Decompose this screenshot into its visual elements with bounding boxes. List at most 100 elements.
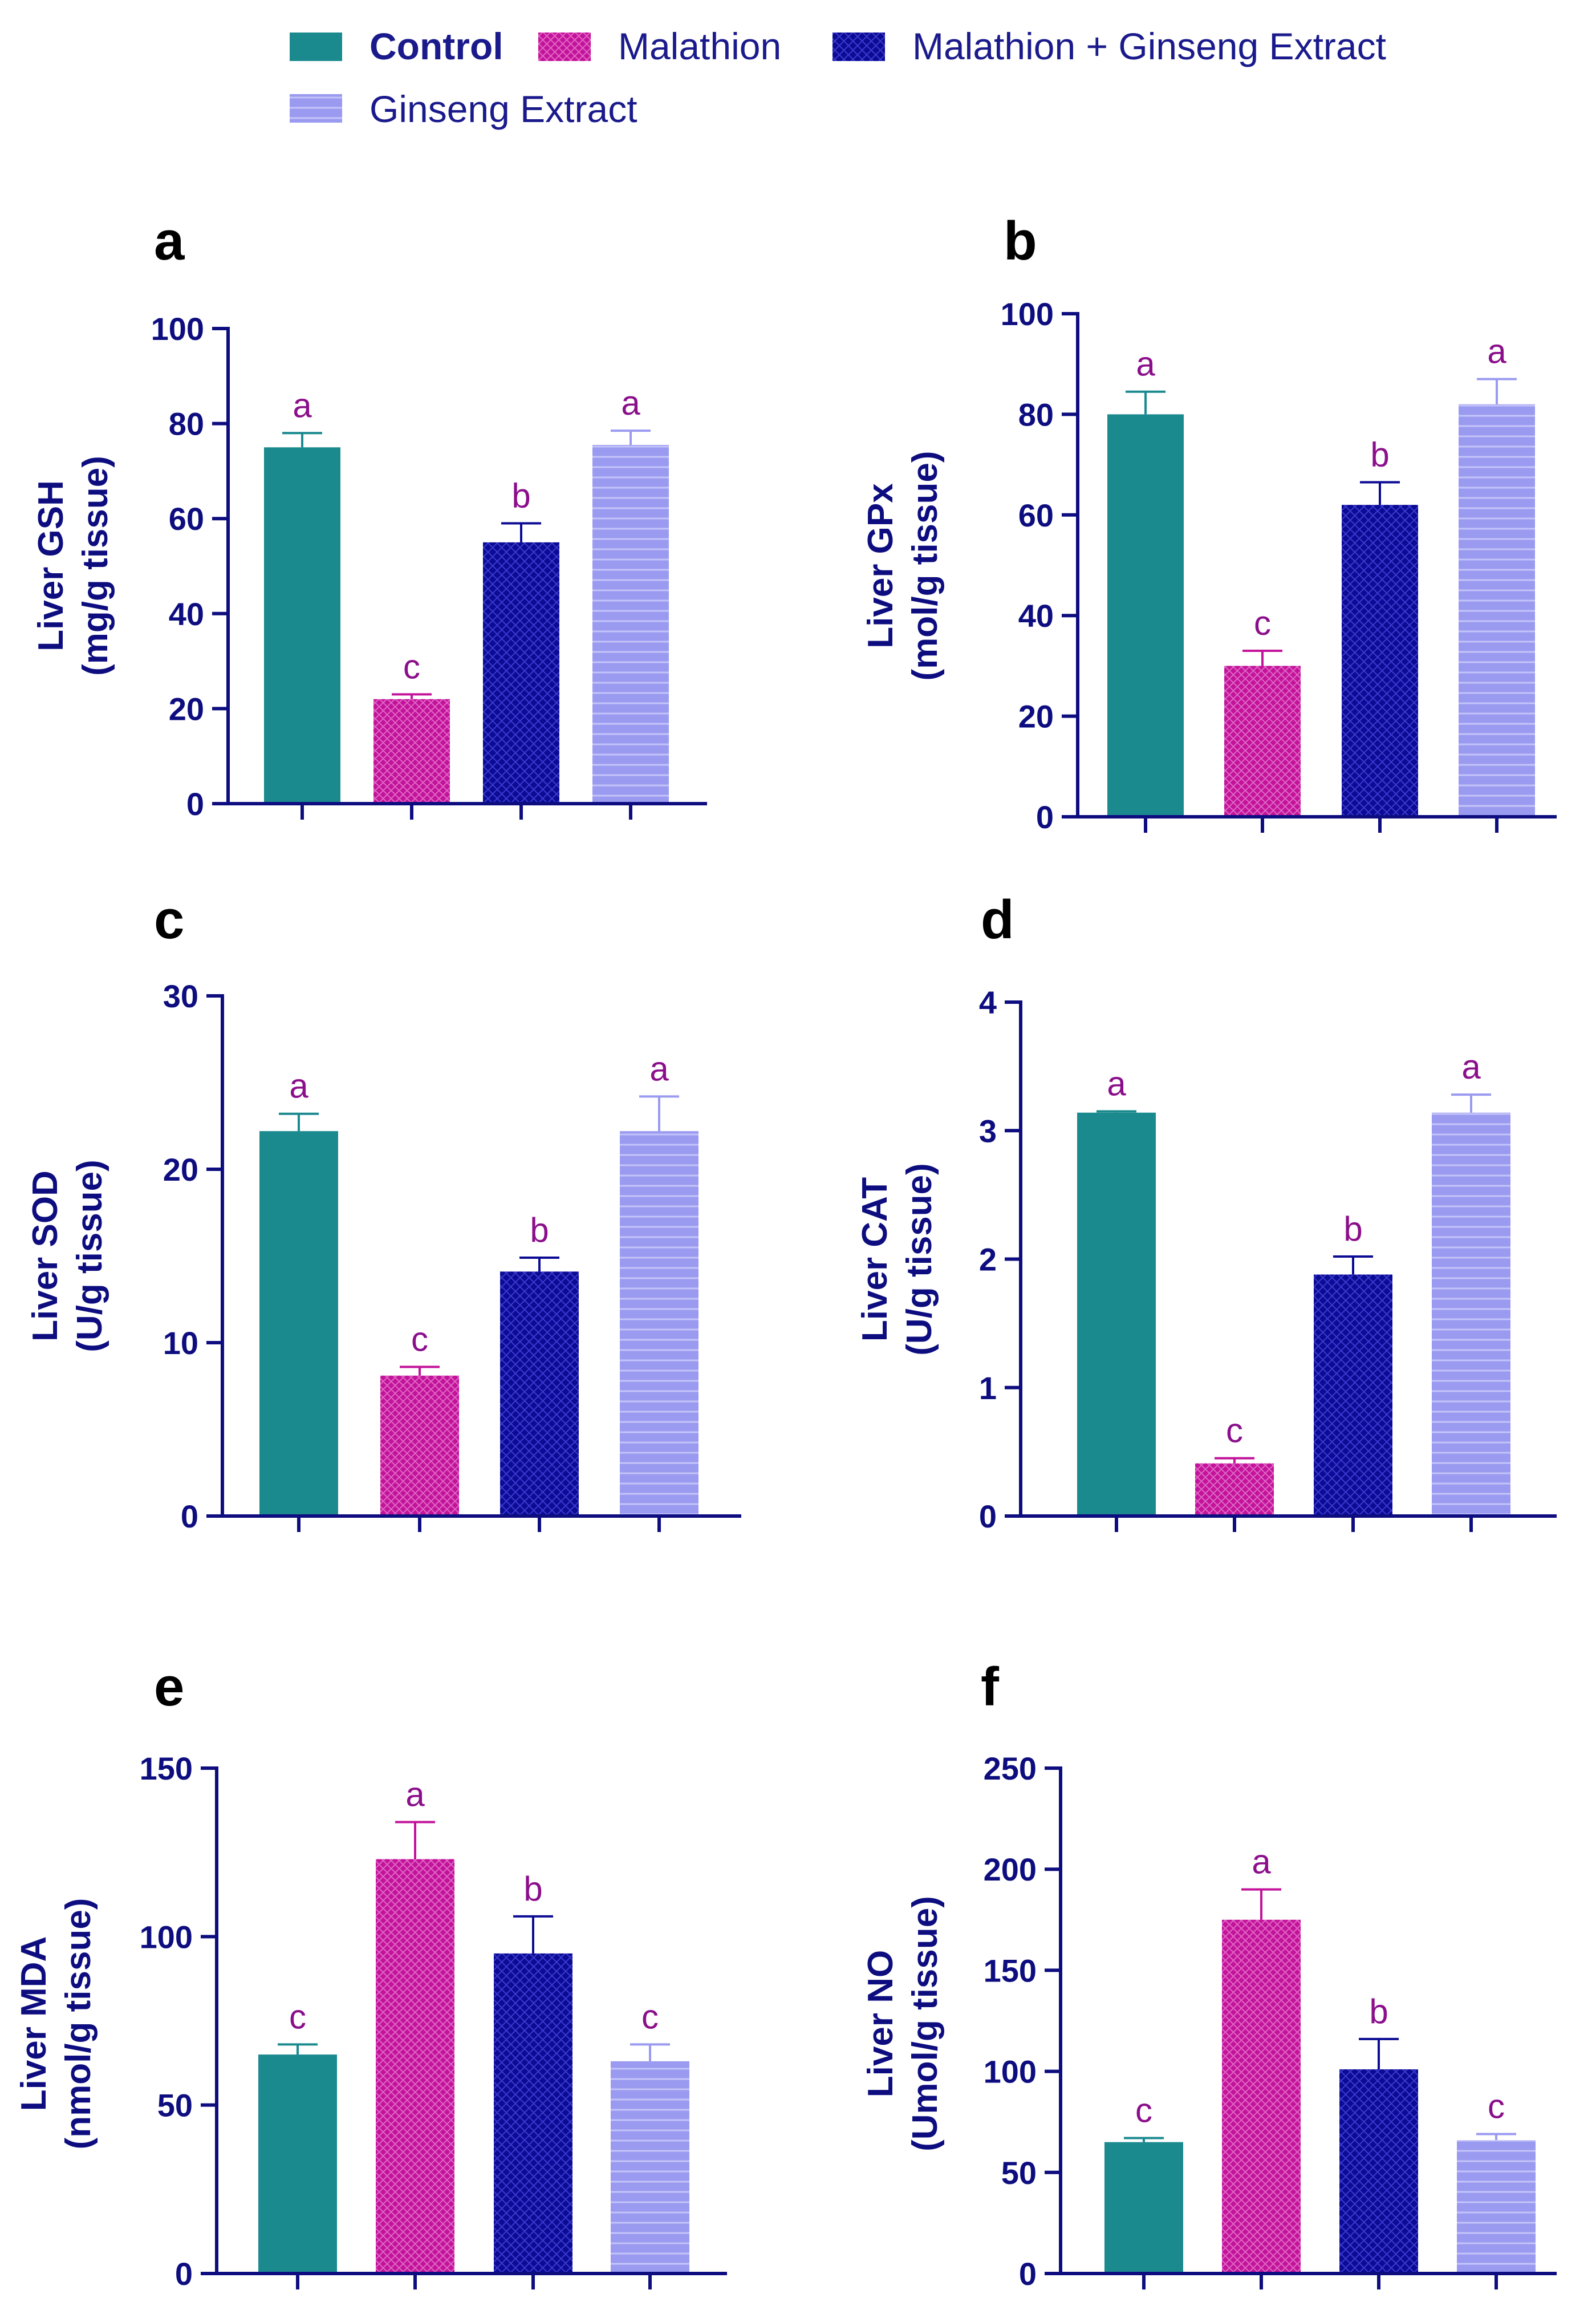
y-tick-label: 0 bbox=[979, 1498, 997, 1534]
bar-malathion-ginseng bbox=[1314, 1274, 1392, 1516]
y-tick-label: 0 bbox=[181, 1498, 198, 1534]
panel-letter: d bbox=[981, 889, 1014, 950]
significance-label-malathion-ginseng: b bbox=[530, 1211, 549, 1249]
y-axis-title: Liver GSH (mg/g tissue) bbox=[31, 456, 115, 676]
y-axis-title-line1: Liver MDA bbox=[14, 1936, 54, 2112]
panel-letter: a bbox=[154, 210, 185, 271]
y-axis-title-line2: (U/g tissue) bbox=[70, 1160, 109, 1352]
significance-label-ginseng: a bbox=[1487, 333, 1506, 371]
legend-label-ginseng: Ginseng Extract bbox=[369, 88, 637, 130]
bar-control bbox=[1077, 1112, 1156, 1516]
panel-b: b Liver GPx (mol/g tissue) a c b a 0 20 40 60 80 100 bbox=[861, 210, 1557, 835]
bar-ginseng bbox=[611, 2061, 689, 2274]
significance-label-ginseng: a bbox=[1461, 1048, 1481, 1086]
y-tick-label: 20 bbox=[1018, 699, 1054, 735]
y-tick-label: 2 bbox=[979, 1242, 997, 1278]
legend-label-malathion: Malathion bbox=[618, 25, 781, 67]
y-tick-label: 0 bbox=[1036, 799, 1054, 835]
y-tick-label: 3 bbox=[979, 1113, 997, 1149]
y-tick-label: 0 bbox=[175, 2256, 193, 2292]
bar-malathion bbox=[1224, 666, 1301, 817]
y-tick-label: 100 bbox=[984, 2054, 1037, 2090]
panel-e: e Liver MDA (nmol/g tissue) c a b c 0 50 100 150 bbox=[14, 1656, 727, 2292]
legend-item-malathion: Malathion bbox=[538, 25, 781, 67]
significance-label-control: a bbox=[293, 386, 312, 424]
bar-malathion bbox=[1222, 1919, 1301, 2274]
legend-swatch-malathion-ginseng bbox=[832, 33, 885, 61]
significance-label-ginseng: a bbox=[621, 384, 640, 422]
y-tick-label: 50 bbox=[1001, 2155, 1037, 2191]
significance-label-control: c bbox=[289, 1997, 306, 2036]
significance-label-malathion-ginseng: b bbox=[523, 1870, 542, 1908]
y-tick-label: 1 bbox=[979, 1370, 997, 1406]
y-tick-label: 40 bbox=[1018, 598, 1054, 634]
significance-label-malathion-ginseng: b bbox=[1343, 1210, 1362, 1248]
legend: Control Malathion Malathion + Ginseng Ex… bbox=[290, 25, 1386, 130]
y-tick-label: 250 bbox=[984, 1750, 1037, 1786]
bar-control bbox=[1104, 2142, 1183, 2274]
y-axis-title: Liver NO (Umol/g tissue) bbox=[861, 1896, 945, 2151]
panel-d: d Liver CAT (U/g tissue) a c b a 0 1 2 3 4 bbox=[855, 889, 1557, 1534]
bar-malathion bbox=[1195, 1463, 1274, 1516]
significance-label-control: a bbox=[289, 1067, 308, 1105]
panel-letter: e bbox=[154, 1656, 184, 1717]
bar-control bbox=[259, 1131, 338, 1516]
y-axis-title-line2: (mg/g tissue) bbox=[76, 456, 115, 676]
significance-label-ginseng: a bbox=[649, 1049, 669, 1088]
panel-f: f Liver NO (Umol/g tissue) c a b c 0 50 100 150 200… bbox=[861, 1656, 1557, 2292]
significance-label-malathion: c bbox=[411, 1320, 428, 1359]
legend-swatch-malathion bbox=[538, 33, 591, 61]
y-tick-label: 20 bbox=[163, 1152, 198, 1188]
significance-label-malathion: c bbox=[1226, 1412, 1243, 1450]
y-axis-title-line1: Liver NO bbox=[861, 1950, 900, 2097]
bar-malathion-ginseng bbox=[1339, 2069, 1418, 2274]
significance-label-malathion: c bbox=[403, 647, 420, 686]
panel-letter: b bbox=[1004, 210, 1037, 271]
significance-label-control: a bbox=[1136, 345, 1155, 383]
y-axis-title-line1: Liver CAT bbox=[855, 1177, 895, 1342]
bar-malathion-ginseng bbox=[500, 1271, 579, 1516]
bar-ginseng bbox=[1457, 2140, 1536, 2274]
bar-ginseng bbox=[620, 1131, 698, 1516]
y-tick-label: 100 bbox=[151, 311, 204, 347]
significance-label-control: a bbox=[1107, 1064, 1126, 1103]
y-axis-title-line1: Liver SOD bbox=[26, 1170, 65, 1342]
y-axis-title: Liver CAT (U/g tissue) bbox=[855, 1163, 939, 1356]
legend-item-ginseng: Ginseng Extract bbox=[290, 88, 637, 130]
bar-control bbox=[258, 2054, 337, 2274]
y-tick-label: 200 bbox=[984, 1851, 1037, 1887]
y-tick-label: 80 bbox=[1018, 396, 1054, 432]
y-tick-label: 10 bbox=[163, 1325, 198, 1361]
legend-label-malathion-ginseng: Malathion + Ginseng Extract bbox=[912, 25, 1386, 67]
bar-control bbox=[264, 447, 340, 804]
y-axis-title-line2: (U/g tissue) bbox=[900, 1163, 939, 1356]
y-tick-label: 0 bbox=[186, 786, 204, 822]
panel-letter: f bbox=[981, 1656, 1000, 1717]
y-axis-title: Liver MDA (nmol/g tissue) bbox=[14, 1898, 98, 2150]
significance-label-malathion: a bbox=[405, 1776, 425, 1814]
y-tick-label: 20 bbox=[169, 691, 204, 727]
bar-ginseng bbox=[1459, 404, 1535, 817]
y-axis-title-line2: (Umol/g tissue) bbox=[905, 1896, 945, 2151]
y-tick-label: 150 bbox=[140, 1750, 193, 1786]
y-tick-label: 50 bbox=[157, 2088, 193, 2124]
bar-ginseng bbox=[1432, 1112, 1510, 1516]
significance-label-ginseng: c bbox=[641, 1997, 659, 2036]
y-tick-label: 80 bbox=[169, 406, 204, 442]
y-tick-label: 100 bbox=[1001, 296, 1054, 332]
bar-malathion bbox=[380, 1375, 459, 1516]
y-tick-label: 150 bbox=[984, 1952, 1037, 1988]
significance-label-malathion: c bbox=[1254, 604, 1271, 642]
bar-malathion bbox=[373, 699, 450, 804]
y-axis-title: Liver GPx (mol/g tissue) bbox=[861, 451, 945, 680]
bar-ginseng bbox=[592, 445, 669, 804]
legend-swatch-ginseng bbox=[290, 94, 342, 123]
bar-malathion bbox=[376, 1859, 454, 2274]
legend-label-control: Control bbox=[369, 25, 503, 67]
y-axis-title-line2: (mol/g tissue) bbox=[905, 451, 945, 680]
legend-item-control: Control bbox=[290, 25, 503, 67]
panel-letter: c bbox=[154, 889, 184, 950]
y-tick-label: 0 bbox=[1019, 2256, 1037, 2292]
y-tick-label: 30 bbox=[163, 978, 198, 1014]
